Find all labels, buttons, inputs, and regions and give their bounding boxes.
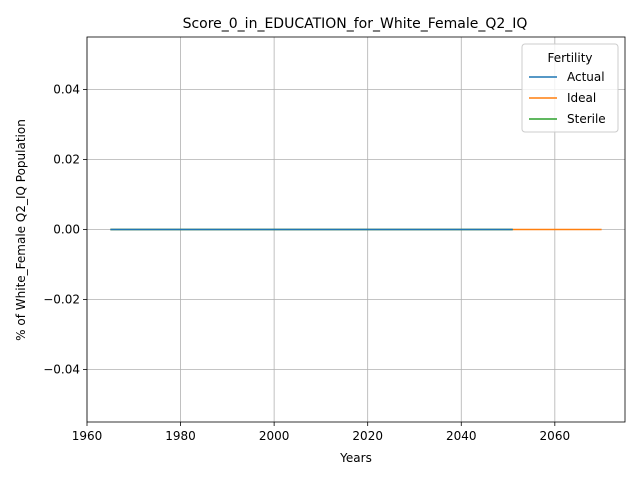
x-tick-label: 2060 xyxy=(540,429,571,443)
x-tick-label: 2020 xyxy=(352,429,383,443)
legend-entry-sterile: Sterile xyxy=(567,112,606,126)
y-axis-label: % of White_Female Q2_IQ Population xyxy=(14,119,28,341)
y-tick-label: −0.04 xyxy=(43,363,80,377)
y-axis-ticks: −0.04 −0.02 0.00 0.02 0.04 xyxy=(43,83,87,377)
x-tick-label: 1980 xyxy=(165,429,196,443)
legend-title: Fertility xyxy=(547,51,592,65)
legend-box xyxy=(521,43,619,133)
x-tick-label: 2000 xyxy=(259,429,290,443)
x-tick-label: 1960 xyxy=(72,429,103,443)
y-tick-label: 0.00 xyxy=(53,223,80,237)
x-axis-ticks: 1960 1980 2000 2020 2040 2060 xyxy=(72,422,570,443)
x-axis-label: Years xyxy=(339,451,372,465)
legend-entry-ideal: Ideal xyxy=(567,91,596,105)
legend: Fertility Actual Ideal Sterile xyxy=(521,43,619,133)
legend-entry-actual: Actual xyxy=(567,70,605,84)
legend-items: Actual Ideal Sterile xyxy=(529,70,606,126)
y-tick-label: −0.02 xyxy=(43,293,80,307)
y-tick-label: 0.02 xyxy=(53,153,80,167)
chart-title: Score_0_in_EDUCATION_for_White_Female_Q2… xyxy=(183,16,528,32)
x-tick-label: 2040 xyxy=(446,429,477,443)
y-tick-label: 0.04 xyxy=(53,83,80,97)
